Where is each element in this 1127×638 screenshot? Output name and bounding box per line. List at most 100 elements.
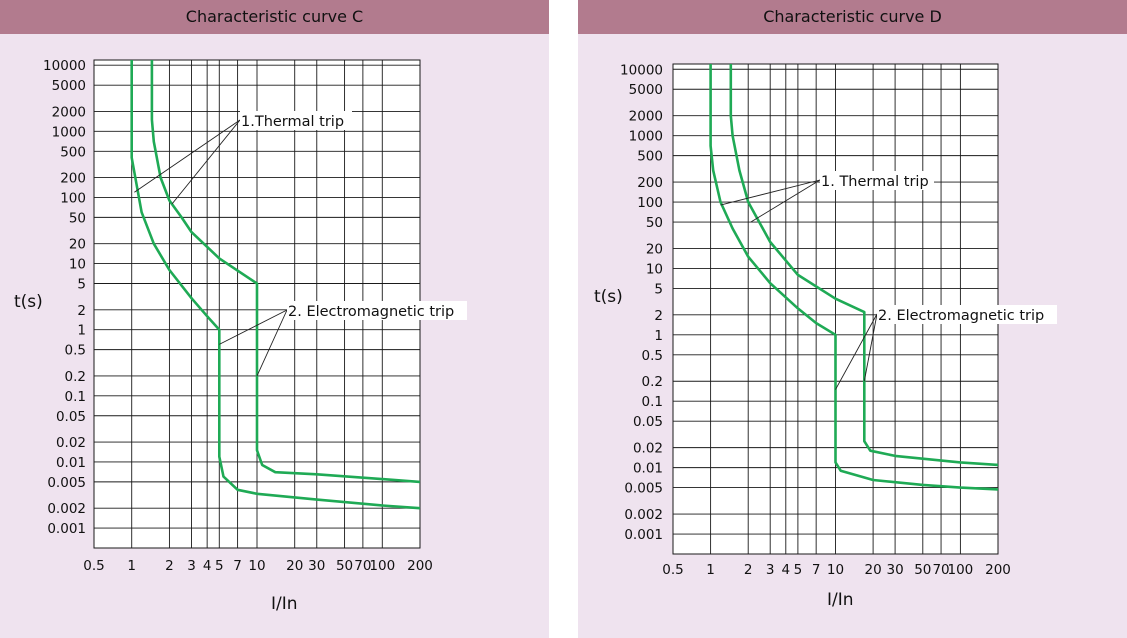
annotation-label: 2. Electromagnetic trip [288,304,454,320]
annotation-bg [820,171,934,190]
annotation-label: 2. Electromagnetic trip [878,308,1044,324]
x-tick-label: 100 [369,558,395,574]
trip-curve-lower [130,60,421,510]
x-tick-label: 50 [336,558,353,574]
y-tick-label: 5 [654,281,663,297]
annotation-leader [835,313,878,390]
x-tick-label: 4 [203,558,212,574]
x-tick-label: 2 [165,558,174,574]
y-tick-label: 5000 [52,78,86,94]
y-tick-label: 2 [77,303,86,319]
y-tick-label: 2 [654,308,663,324]
x-axis-title-c: I/In [271,594,298,614]
x-tick-label: 0.5 [83,558,104,574]
x-tick-label: 2 [744,562,753,578]
x-tick-label: 20 [286,558,303,574]
y-tick-label: 2000 [629,109,663,125]
x-tick-label: 30 [886,562,903,578]
y-tick-label: 100 [60,190,86,206]
y-axis-title-d: t(s) [594,287,623,307]
x-tick-label: 5 [794,562,803,578]
y-tick-label: 50 [69,210,86,226]
y-tick-label: 0.01 [633,461,663,477]
trip-curve-upper [729,64,999,467]
y-tick-label: 0.2 [642,374,663,390]
x-tick-label: 5 [215,558,224,574]
panel-curve-d: Characteristic curve D t(s) I/In 10000 50… [578,0,1127,638]
trip-curve-upper [150,60,421,484]
annotation-bg [287,301,467,320]
x-tick-label: 10 [248,558,265,574]
y-tick-label: 0.01 [56,455,86,471]
x-tick-label: 7 [233,558,242,574]
y-tick-label: 500 [637,149,663,165]
y-tick-label: 10000 [43,58,86,74]
x-tick-label: 50 [914,562,931,578]
x-tick-label: 30 [308,558,325,574]
y-tick-label: 0.5 [65,343,86,359]
y-tick-label: 10 [646,261,663,277]
panel-curve-c: Characteristic curve C t(s) I/In 10000 50… [0,0,549,638]
trip-curve-lower [709,64,999,491]
y-tick-label: 0.005 [47,475,86,491]
annotation-leader [863,313,878,382]
y-tick-label: 10 [69,257,86,273]
panel-title-c: Characteristic curve C [0,0,549,34]
y-tick-label: 2000 [52,104,86,120]
y-tick-label: 1000 [52,124,86,140]
chart-d: t(s) I/In 100005000200010005002001005020… [594,62,1057,610]
y-tick-label: 100 [637,195,663,211]
annotation-bg [877,305,1057,324]
annotation-leader [134,119,241,193]
y-tick-label: 0.5 [642,348,663,364]
x-tick-label: 10 [827,562,844,578]
x-tick-label: 70 [932,562,949,578]
x-tick-label: 3 [187,558,196,574]
annotation-leader [219,309,288,345]
y-tick-label: 500 [60,144,86,160]
y-tick-label: 0.002 [624,507,663,523]
y-tick-label: 0.02 [56,435,86,451]
x-tick-label: 3 [766,562,775,578]
y-tick-label: 20 [69,237,86,253]
y-tick-label: 50 [646,215,663,231]
y-tick-label: 0.1 [642,394,663,410]
y-tick-label: 5000 [629,82,663,98]
y-tick-label: 10000 [620,62,663,78]
y-tick-label: 0.05 [633,414,663,430]
x-axis-title-d: I/In [827,590,854,610]
x-tick-label: 100 [948,562,974,578]
y-tick-label: 20 [646,241,663,257]
x-tick-label: 1 [706,562,715,578]
y-tick-label: 0.001 [624,527,663,543]
chart-c: t(s) I/In 100005000200010005002001005020… [14,58,467,614]
annotation-leader [720,179,821,206]
x-tick-label: 200 [407,558,433,574]
x-tick-label: 7 [812,562,821,578]
y-tick-label: 0.02 [633,441,663,457]
annotation-leader [750,179,821,223]
y-axis-title-c: t(s) [14,292,43,312]
annotation-bg [240,111,352,130]
annotation-label: 1.Thermal trip [241,114,344,130]
y-tick-label: 1 [654,328,663,344]
x-tick-label: 70 [354,558,371,574]
y-tick-label: 1000 [629,129,663,145]
y-tick-label: 5 [77,277,86,293]
x-tick-label: 0.5 [662,562,683,578]
y-tick-label: 0.05 [56,409,86,425]
annotation-leader [256,309,288,377]
y-tick-label: 0.001 [47,521,86,537]
x-tick-label: 4 [782,562,791,578]
y-tick-label: 0.005 [624,481,663,497]
x-tick-label: 20 [865,562,882,578]
y-tick-label: 200 [637,175,663,191]
panel-title-d: Characteristic curve D [578,0,1127,34]
y-tick-label: 0.002 [47,501,86,517]
x-tick-label: 200 [985,562,1011,578]
annotation-leader [171,119,241,205]
x-tick-label: 1 [127,558,136,574]
y-tick-label: 1 [77,323,86,339]
y-tick-label: 0.2 [65,369,86,385]
y-tick-label: 0.1 [65,389,86,405]
